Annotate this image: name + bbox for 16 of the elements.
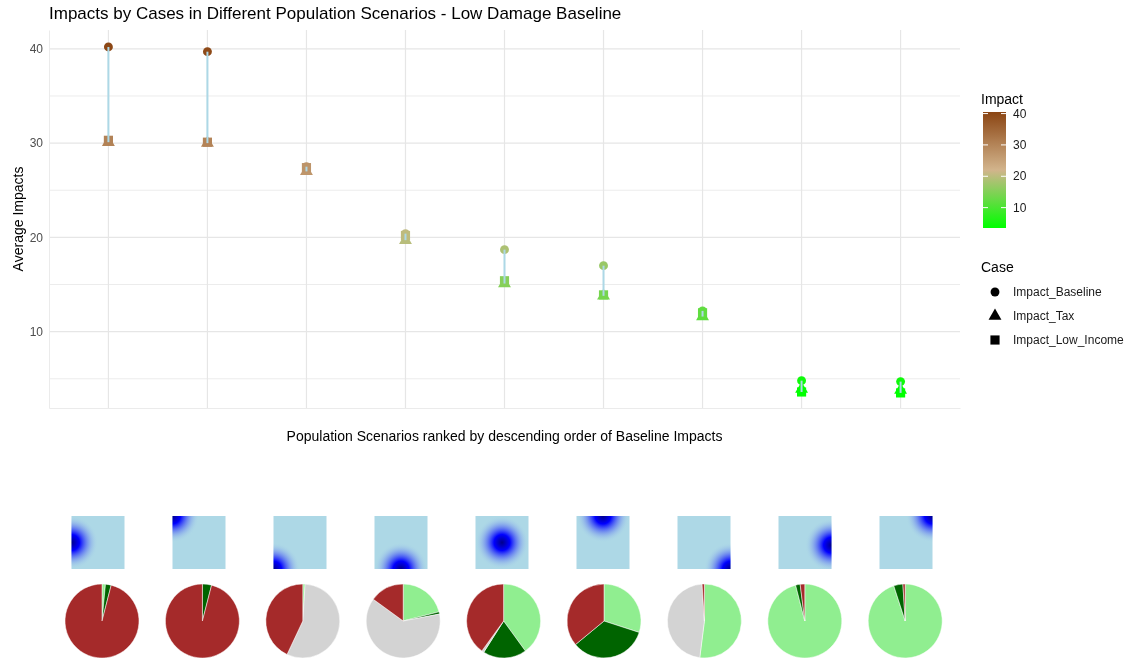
- color-bar-label: 40: [1013, 106, 1027, 121]
- x-axis-title: Population Scenarios ranked by descending order of Baseline Impacts: [286, 428, 723, 444]
- legend-title: Case: [981, 259, 1014, 275]
- color-bar-label: 20: [1013, 169, 1027, 184]
- color-bar-title: Impact: [981, 91, 1024, 107]
- text: Impact_Tax: [1013, 309, 1075, 323]
- text: Impact_Baseline: [1013, 285, 1103, 299]
- y-axis-title: Average Impacts: [10, 166, 26, 272]
- y-tick-label: 40: [29, 42, 44, 57]
- y-tick-label: 10: [29, 324, 44, 339]
- text: Impact_Low_Income: [1013, 333, 1125, 347]
- y-tick-label: 30: [29, 136, 44, 151]
- y-tick-label: 20: [29, 230, 44, 245]
- color-bar-label: 30: [1013, 137, 1027, 152]
- color-bar-label: 10: [1013, 200, 1027, 215]
- chart-title: Impacts by Cases in Different Population Scenarios - Low Damage Baseline: [49, 4, 622, 23]
